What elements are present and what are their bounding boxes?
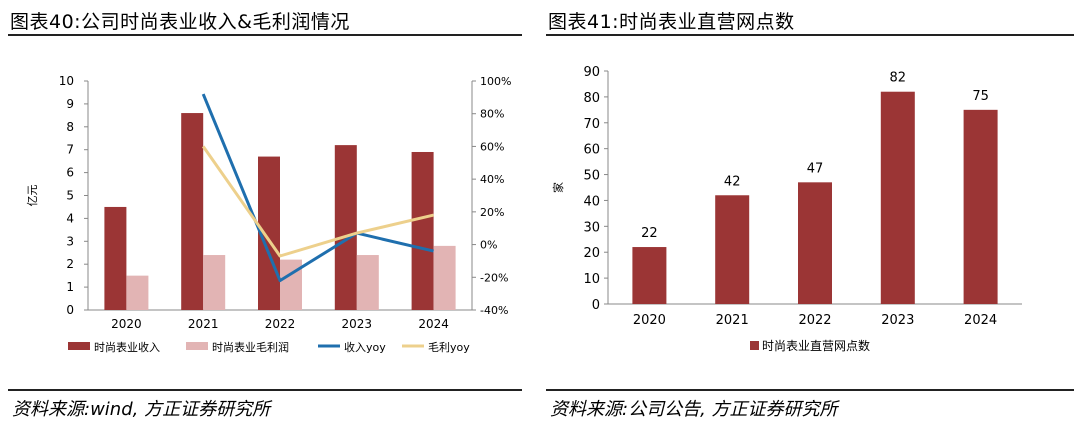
left-y-tick-label: 7: [66, 143, 74, 157]
store-count-bar: [880, 91, 915, 304]
right-figure-title: 图表41:时尚表业直营网点数: [548, 11, 795, 33]
x-tick-label: 2022: [798, 313, 831, 328]
revenue-bar: [411, 151, 434, 310]
revenue-yoy-line: [201, 93, 434, 283]
y-tick-label: 40: [583, 194, 600, 209]
right-source-rule: [546, 389, 1074, 391]
revenue-profit-chart: 0 1 2 3 4 5 6 7 8 9 10 -40% -20% 0% 20% 40% 60% 80% 100% 亿元…: [26, 74, 511, 354]
left-figure: 图表40:公司时尚表业收入&毛利润情况 0 1 2 3 4 5 6 7 8 9 10 -40% -20%…: [0, 0, 528, 426]
left-y-axis-title: 亿元: [26, 185, 39, 207]
x-tick-label: 2020: [111, 317, 142, 331]
x-tick-label: 2023: [342, 317, 373, 331]
left-y-tick-label: 9: [66, 97, 74, 111]
right-y-tick-label: 20%: [480, 206, 504, 219]
left-source-rule: [8, 389, 522, 391]
legend-label-gross-profit: 时尚表业毛利润: [212, 340, 289, 354]
right-y-tick-label: 40%: [480, 173, 504, 186]
y-tick-label: 30: [583, 220, 600, 235]
gross-profit-yoy-line: [201, 145, 434, 258]
right-y-tick-label: 60%: [480, 140, 504, 153]
left-y-tick-label: 6: [66, 166, 74, 180]
bar-data-label: 42: [724, 174, 741, 189]
store-count-bar: [963, 109, 998, 304]
left-source-note: 资料来源:wind, 方正证券研究所: [12, 399, 271, 420]
revenue-bar: [181, 113, 204, 310]
x-tick-label: 2021: [716, 313, 749, 328]
y-tick-label: 60: [583, 143, 600, 158]
left-y-tick-label: 8: [66, 120, 74, 134]
y-tick-label: 80: [583, 91, 600, 106]
left-figure-title: 图表40:公司时尚表业收入&毛利润情况: [10, 11, 350, 33]
left-y-tick-label: 10: [59, 74, 74, 88]
x-tick-label: 2021: [188, 317, 219, 331]
right-figure: 图表41:时尚表业直营网点数 0 10 20 30 40 50 60 70 80 90 家 22 202…: [538, 0, 1080, 426]
left-y-tick-label: 2: [66, 257, 74, 271]
y-tick-label: 70: [583, 117, 600, 132]
bar-data-label: 75: [972, 89, 989, 104]
revenue-bar: [258, 156, 280, 310]
left-y-tick-label: 4: [66, 211, 74, 225]
store-count-bar: [632, 247, 667, 304]
x-tick-label: 2020: [633, 313, 666, 328]
store-count-bar: [715, 195, 750, 304]
left-title-rule: [8, 34, 522, 36]
legend-label-revenue: 时尚表业收入: [94, 340, 160, 354]
right-y-tick-label: -40%: [480, 304, 508, 317]
gross-profit-bar: [356, 255, 379, 310]
y-tick-label: 90: [583, 65, 600, 80]
revenue-bar: [334, 145, 357, 310]
x-tick-label: 2024: [964, 313, 997, 328]
right-y-tick-label: 80%: [480, 108, 504, 121]
right-title-rule: [546, 34, 1074, 36]
revenue-bar: [104, 206, 127, 310]
bar-data-label: 22: [641, 226, 658, 241]
legend-label-gross-profit-yoy: 毛利yoy: [428, 341, 470, 354]
right-y-tick-label: 0%: [480, 239, 497, 252]
store-count-chart: 0 10 20 30 40 50 60 70 80 90 家 22 2020 42 2021 47 2022 82…: [551, 65, 1022, 353]
right-source-note: 资料来源:公司公告, 方正证券研究所: [550, 399, 838, 420]
x-tick-label: 2022: [265, 317, 296, 331]
gross-profit-bar: [433, 245, 456, 310]
legend-swatch-revenue: [68, 342, 90, 350]
y-axis-title: 家: [551, 182, 565, 193]
gross-profit-bar: [280, 259, 302, 310]
gross-profit-bar: [203, 255, 226, 310]
right-y-tick-label: 100%: [480, 75, 511, 88]
y-tick-label: 0: [592, 298, 600, 313]
right-y-tick-label: -20%: [480, 271, 508, 284]
legend-swatch-gross-profit: [186, 342, 208, 350]
x-tick-label: 2023: [881, 313, 914, 328]
store-count-bar: [798, 182, 832, 304]
legend-label-revenue-yoy: 收入yoy: [344, 340, 386, 354]
gross-profit-bar: [126, 275, 149, 310]
legend-swatch-store-count: [750, 341, 759, 350]
left-y-tick-label: 0: [66, 303, 74, 317]
bar-data-label: 82: [890, 71, 907, 86]
legend-label-store-count: 时尚表业直营网点数: [762, 338, 870, 353]
left-y-tick-label: 1: [66, 280, 74, 294]
y-tick-label: 50: [583, 169, 600, 184]
left-y-tick-label: 5: [66, 189, 74, 203]
y-tick-label: 20: [583, 246, 600, 261]
x-tick-label: 2024: [418, 317, 449, 331]
y-tick-label: 10: [583, 272, 600, 287]
bar-data-label: 47: [807, 161, 824, 176]
left-y-tick-label: 3: [66, 234, 74, 248]
